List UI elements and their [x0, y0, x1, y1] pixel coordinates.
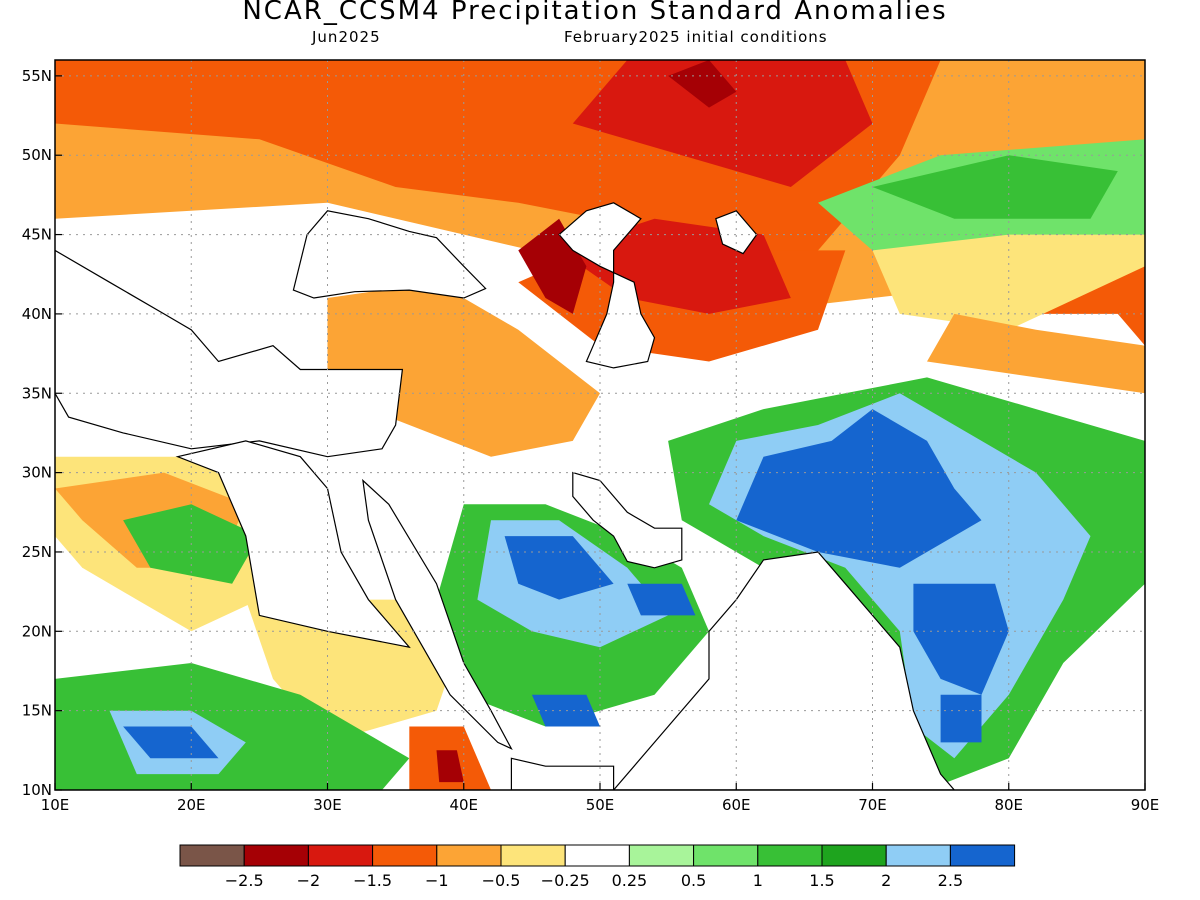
y-tick-label: 50N: [22, 146, 52, 164]
colorbar-swatch-10: [821, 844, 887, 867]
y-tick-label: 25N: [22, 543, 52, 561]
colorbar-swatch-2: [307, 844, 374, 867]
y-tick-label: 30N: [22, 464, 52, 482]
y-tick-label: 10N: [22, 781, 52, 799]
caspian-sea: [558, 202, 656, 369]
colorbar: −2.5 −2 −1.5 −1 −0.5 −0.25 0.25 0.5 1 1.5 2 2.5: [179, 844, 1016, 890]
x-tick-label: 30E: [313, 796, 342, 814]
latitude-axis: 10N 15N 20N 25N 30N 35N 40N 45N 50N 55N: [22, 67, 62, 799]
x-tick-label: 60E: [722, 796, 751, 814]
anomaly-region-31: [927, 313, 1145, 394]
map-plot-area: [55, 60, 1145, 790]
arabian-sea: [612, 551, 956, 790]
persian-gulf: [572, 471, 683, 569]
colorbar-label: −0.25: [541, 871, 590, 890]
colorbar-swatch-1: [243, 844, 309, 867]
aral-sea: [715, 210, 758, 255]
y-tick-label: 55N: [22, 67, 52, 85]
colorbar-swatch-7: [628, 844, 695, 867]
initial-conditions: February2025 initial conditions: [564, 28, 828, 46]
anomaly-region-11: [872, 155, 1118, 219]
colorbar-label: −1: [425, 871, 449, 890]
black-sea: [292, 210, 487, 299]
colorbar-swatch-0: [179, 844, 245, 867]
colorbar-label: −2.5: [225, 871, 264, 890]
anomaly-region-24: [627, 583, 696, 616]
colorbar-swatch-4: [436, 844, 502, 867]
y-tick-label: 15N: [22, 702, 52, 720]
anomaly-region-6: [668, 60, 737, 108]
forecast-month: Jun2025: [312, 28, 381, 46]
colorbar-swatch-12: [949, 844, 1016, 867]
colorbar-label: 0.25: [612, 871, 648, 890]
red-sea: [362, 478, 513, 751]
colorbar-label: 1.5: [809, 871, 834, 890]
x-tick-label: 70E: [858, 796, 887, 814]
colorbar-label: 2: [881, 871, 891, 890]
lat-lon-grid: [55, 60, 1145, 790]
x-tick-label: 40E: [449, 796, 478, 814]
x-tick-label: 10E: [41, 796, 70, 814]
colorbar-label: 1: [753, 871, 763, 890]
anomaly-region-25: [531, 694, 600, 727]
gulf-of-aden: [510, 757, 615, 790]
anomaly-region-28: [736, 409, 982, 568]
colorbar-label: 0.5: [681, 871, 706, 890]
colorbar-swatch-11: [885, 844, 951, 867]
y-tick-label: 35N: [22, 384, 52, 402]
colorbar-label: −2: [297, 871, 321, 890]
anomaly-region-18: [123, 726, 219, 759]
x-tick-label: 90E: [1131, 796, 1160, 814]
x-tick-label: 20E: [177, 796, 206, 814]
y-tick-label: 40N: [22, 305, 52, 323]
colorbar-swatch-6: [564, 844, 630, 867]
colorbar-swatch-9: [757, 844, 823, 867]
colorbar-label: −1.5: [353, 871, 392, 890]
colorbar-swatch-8: [693, 844, 759, 867]
y-tick-label: 45N: [22, 226, 52, 244]
x-tick-label: 50E: [586, 796, 615, 814]
map-title: NCAR_CCSM4 Precipitation Standard Anomal…: [242, 0, 948, 26]
colorbar-label: −0.5: [482, 871, 521, 890]
anomaly-region-20: [436, 750, 464, 783]
longitude-axis: 10E 20E 30E 40E 50E 60E 70E 80E 90E: [41, 783, 1160, 814]
y-tick-label: 20N: [22, 622, 52, 640]
sahara-mask: [175, 440, 411, 649]
colorbar-label: 2.5: [938, 871, 963, 890]
mediterranean: [55, 249, 404, 458]
colorbar-swatch-5: [500, 844, 566, 867]
anomaly-region-30: [940, 694, 982, 743]
anomaly-region-29: [913, 583, 1009, 695]
x-tick-label: 80E: [994, 796, 1023, 814]
colorbar-swatch-3: [372, 844, 438, 867]
masked-regions: [55, 202, 956, 790]
